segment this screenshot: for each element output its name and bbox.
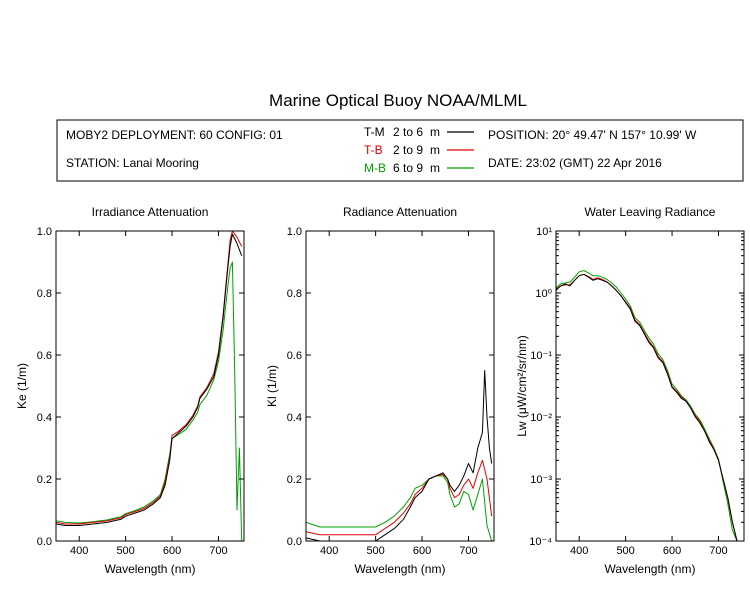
legend-range: 6 to 9	[393, 161, 423, 175]
water-leaving-radiance-panel: Water Leaving Radiance 400 500 600 700 10⁻⁴ 10…	[515, 205, 745, 576]
legend-entry-tb: T-B 2 to 9 m	[364, 143, 474, 157]
y-tick-label: 0.0	[287, 536, 302, 548]
y-tick-label: 0.2	[37, 474, 52, 486]
info-box: MOBY2 DEPLOYMENT: 60 CONFIG: 01 STATION:…	[56, 119, 744, 182]
x-tick-label: 500	[116, 545, 134, 557]
y-tick-label: 0.6	[37, 350, 52, 362]
position-text: POSITION: 20° 49.47' N 157° 10.99' W	[488, 128, 697, 142]
page-title: Marine Optical Buoy NOAA/MLML	[269, 91, 527, 110]
y-tick-label: 10⁻³	[530, 474, 552, 486]
y-tick-label: 1.0	[287, 226, 302, 238]
legend-code: T-M	[364, 125, 385, 139]
radiance-attenuation-panel: Radiance Attenuation 400 500 600 700 0.0 0.2 0.…	[265, 205, 495, 576]
plot-frame	[55, 230, 245, 542]
series-group	[56, 231, 243, 541]
info-box-frame	[56, 119, 744, 182]
panel-title: Water Leaving Radiance	[585, 205, 716, 219]
x-tick-label: 600	[163, 545, 181, 557]
y-axis-label: Lw (μW/cm²/sr/nm)	[515, 335, 529, 437]
y-tick-label: 0.0	[37, 536, 52, 548]
series-line-t-b	[556, 273, 738, 541]
legend-entry-tm: T-M 2 to 6 m	[364, 125, 474, 139]
x-tick-label: 600	[663, 545, 681, 557]
date-text: DATE: 23:02 (GMT) 22 Apr 2016	[488, 156, 662, 170]
series-line-t-m	[56, 233, 243, 526]
y-tick-label: 10⁻⁴	[529, 536, 552, 548]
series-group	[306, 370, 493, 541]
x-tick-label: 400	[70, 545, 88, 557]
legend-code: T-B	[364, 143, 383, 157]
panel-title: Irradiance Attenuation	[92, 205, 209, 219]
series-line-m-b	[556, 270, 738, 541]
x-axis-label: Wavelength (nm)	[105, 562, 196, 576]
series-line-t-m	[556, 273, 738, 541]
irradiance-attenuation-panel: Irradiance Attenuation 400 500 600 700 0.0 0.2…	[15, 205, 245, 576]
plot-frame	[555, 230, 745, 542]
x-tick-label: 400	[320, 545, 338, 557]
y-axis-label: Kl (1/m)	[265, 365, 279, 407]
x-axis-label: Wavelength (nm)	[605, 562, 696, 576]
legend-entry-mb: M-B 6 to 9 m	[364, 161, 474, 175]
series-line-m-b	[56, 261, 243, 541]
y-tick-label: 10¹	[536, 226, 552, 238]
x-tick-label: 500	[616, 545, 634, 557]
y-tick-label: 0.2	[287, 474, 302, 486]
legend-unit: m	[430, 125, 440, 139]
y-tick-label: 0.4	[37, 412, 52, 424]
legend-code: M-B	[364, 161, 386, 175]
y-axis-label: Ke (1/m)	[15, 363, 29, 409]
station-text: STATION: Lanai Mooring	[66, 156, 199, 170]
panel-title: Radiance Attenuation	[343, 205, 457, 219]
x-tick-label: 700	[709, 545, 727, 557]
y-tick-label: 0.8	[287, 288, 302, 300]
legend-unit: m	[430, 143, 440, 157]
x-tick-label: 500	[366, 545, 384, 557]
x-tick-label: 400	[570, 545, 588, 557]
y-tick-label: 0.8	[37, 288, 52, 300]
legend-range: 2 to 9	[393, 143, 423, 157]
y-tick-label: 0.6	[287, 350, 302, 362]
plot-frame	[305, 230, 495, 542]
x-tick-label: 700	[209, 545, 227, 557]
legend-range: 2 to 6	[393, 125, 423, 139]
series-group	[556, 270, 738, 541]
legend-unit: m	[430, 161, 440, 175]
deployment-text: MOBY2 DEPLOYMENT: 60 CONFIG: 01	[66, 128, 283, 142]
y-tick-label: 10⁻¹	[530, 350, 552, 362]
x-tick-label: 600	[413, 545, 431, 557]
legend: T-M 2 to 6 m T-B 2 to 9 m M-B 6 to 9 m	[364, 125, 474, 175]
y-tick-label: 1.0	[37, 226, 52, 238]
y-tick-label: 10⁻²	[530, 412, 552, 424]
y-tick-label: 10⁰	[535, 288, 552, 300]
y-tick-label: 0.4	[287, 412, 302, 424]
x-tick-label: 700	[459, 545, 477, 557]
series-line-t-m	[306, 370, 493, 541]
x-axis-label: Wavelength (nm)	[355, 562, 446, 576]
